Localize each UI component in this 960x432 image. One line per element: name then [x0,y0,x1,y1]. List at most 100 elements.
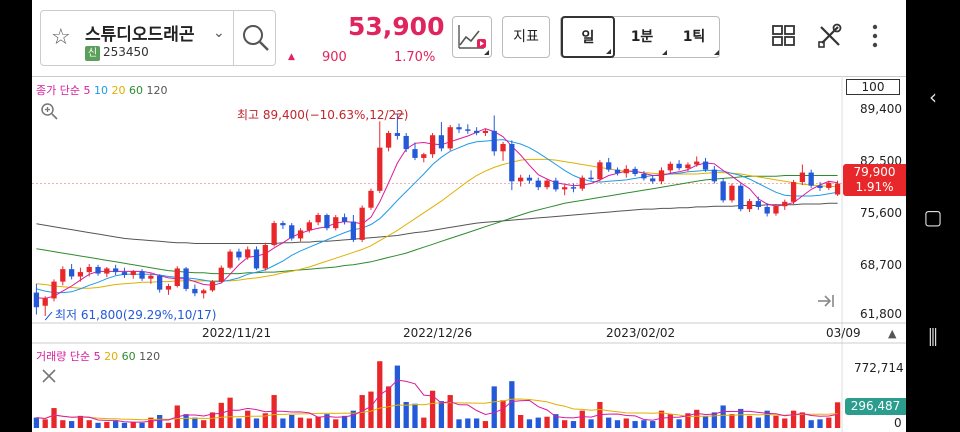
candle-body [209,281,216,291]
candle-body [746,201,753,210]
volume-ma20-line [36,398,838,421]
star-icon[interactable]: ☆ [51,25,71,50]
volume-bar [139,422,145,428]
volume-bar [746,415,753,428]
chart-area[interactable]: 종가 단순 5 10 20 60 120 100 89,400 82,500 7… [32,76,906,432]
volume-bar [394,365,401,428]
stock-selector[interactable]: ☆ 스튜디오드래곤 ⌄ 신 253450 [40,10,276,66]
candle-body [685,164,691,169]
candle-body [465,129,471,131]
volume-bar [465,418,471,428]
candle-body [280,223,286,226]
candle-body [192,288,198,294]
candle-body [377,147,383,191]
candle-body [130,271,136,276]
candle-body [121,272,128,276]
y-label-3: 75,600 [860,206,902,220]
ma120-label: 120 [146,84,168,97]
candle-body [553,180,559,190]
chevron-down-icon[interactable]: ⌄ [213,25,225,41]
volume-bar [473,418,480,428]
low-arrow [44,311,53,321]
candle-body [738,185,744,210]
high-annotation: 최고 89,400(−10.63%,12/22) [237,108,409,122]
volume-bar [518,414,524,428]
divider [233,11,234,65]
volume-bar [253,418,260,428]
candle-body [174,268,180,286]
volume-bar [121,422,128,428]
chart-canvas[interactable] [32,76,906,432]
recents-icon[interactable]: ⫼ [928,325,938,349]
stock-name[interactable]: 스튜디오드래곤 [85,25,195,45]
volume-bar [130,421,136,428]
grid-layout-icon[interactable] [770,22,798,50]
chart-type-button[interactable] [452,16,492,58]
candle-body [236,251,242,258]
candle-body [218,267,224,282]
volume-bar [711,412,717,428]
candle-body [641,174,647,179]
volume-bar [755,417,761,428]
volume-bar [553,414,559,428]
volume-y-zero: 0 [894,416,902,430]
more-vertical-icon[interactable] [866,22,884,50]
candle-body [491,130,497,152]
volume-bar [799,412,806,428]
period-1tick-tab[interactable]: 1틱 [667,17,721,57]
candle-body [245,249,251,258]
volume-bar [113,421,119,428]
volume-bar [826,417,832,428]
triangle-up-icon[interactable]: ▲ [888,327,897,340]
zoom-in-icon[interactable] [40,102,58,120]
candle-body [95,266,101,274]
volume-bar [579,410,585,428]
volume-bar [764,410,770,428]
last-price-rate: 1.91% [855,180,894,194]
candle-body [500,144,506,152]
volume-bar [438,401,445,428]
volume-bar [165,422,172,428]
vma60-label: 60 [121,350,136,363]
period-day-tab[interactable]: 일 [561,16,615,58]
volume-bar [491,386,497,428]
y-label-1: 89,400 [860,102,902,116]
volume-bar [817,419,823,428]
volume-bar [570,421,577,428]
x-label-3: 2023/02/02 [606,326,676,340]
volume-bar [227,397,233,428]
volume-legend: 거래량 단순 5 20 60 120 [36,348,160,364]
volume-bar [623,418,629,428]
app-window: ☆ 스튜디오드래곤 ⌄ 신 253450 53,900 ▲ 900 1.70% [32,0,906,432]
candle-body [51,281,57,299]
volume-bar [148,417,154,428]
candle-body [667,163,673,171]
volume-bar [456,419,462,428]
volume-bar [526,419,533,428]
back-icon[interactable]: ‹ [929,85,937,109]
tools-icon[interactable] [816,22,844,50]
candle-body [482,130,489,134]
jump-to-latest-icon[interactable] [816,292,836,310]
candle-body [421,154,427,158]
volume-bar [808,420,814,428]
candle-body [77,272,84,277]
candle-body [333,217,339,229]
zoom-value-box[interactable]: 100 [846,79,900,95]
period-day-label: 일 [581,30,595,46]
volume-bar [77,415,84,428]
candle-body [562,187,568,190]
volume-bar [315,416,321,428]
period-1min-tab[interactable]: 1분 [615,17,669,57]
volume-bar [834,402,841,428]
candle-body [518,177,524,182]
search-icon[interactable] [241,23,271,53]
volume-bar [262,413,268,428]
home-icon[interactable]: ▢ [923,205,943,229]
x-label-2: 2022/12/26 [403,326,473,340]
candle-body [253,249,260,269]
ma5-line [36,128,838,299]
indicator-button[interactable]: 지표 [502,16,550,58]
volume-bar [297,417,304,428]
close-icon[interactable] [41,368,57,384]
